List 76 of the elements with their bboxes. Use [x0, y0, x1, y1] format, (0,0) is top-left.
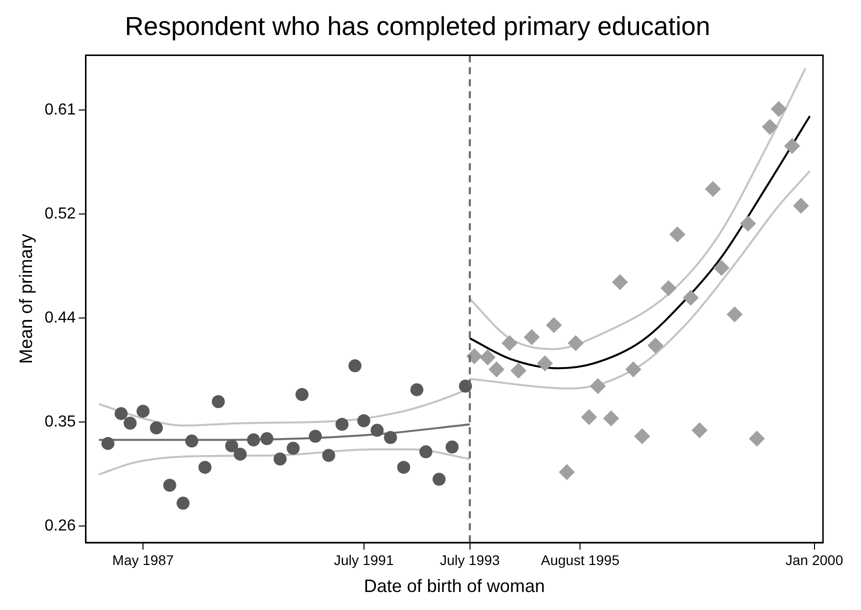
point — [114, 407, 128, 420]
point — [370, 424, 384, 437]
point — [466, 348, 482, 364]
point — [510, 362, 526, 379]
point — [410, 383, 424, 396]
point — [603, 410, 620, 426]
point — [397, 460, 410, 474]
y-axis-title: Mean of primary — [16, 234, 36, 364]
point — [322, 448, 336, 462]
x-tick-label: July 1993 — [440, 552, 500, 568]
point — [704, 180, 721, 197]
point — [524, 329, 540, 346]
point — [446, 440, 459, 454]
point — [274, 452, 287, 466]
point — [581, 409, 598, 426]
point — [762, 118, 778, 135]
point — [101, 436, 114, 450]
point — [546, 317, 562, 334]
point — [419, 445, 432, 458]
line-series — [468, 67, 806, 350]
point — [136, 404, 150, 418]
point — [185, 434, 198, 448]
point — [432, 472, 446, 486]
point — [558, 464, 575, 480]
point — [124, 416, 137, 430]
point — [536, 355, 553, 372]
y-tick-label: 0.52 — [44, 205, 76, 222]
point — [234, 448, 247, 461]
x-tick-label: Jan 2000 — [785, 552, 844, 568]
x-axis-title: Date of birth of woman — [364, 576, 545, 596]
y-tick-label: 0.61 — [44, 102, 76, 119]
point — [625, 361, 642, 378]
point — [260, 432, 274, 446]
y-tick-label: 0.44 — [44, 309, 76, 326]
point — [784, 138, 800, 154]
point — [212, 395, 225, 408]
point — [357, 414, 370, 428]
point — [682, 290, 699, 306]
point — [225, 439, 238, 452]
x-tick-label: August 1995 — [540, 552, 620, 568]
point — [286, 442, 300, 455]
point — [692, 422, 708, 438]
point — [247, 433, 260, 446]
point — [740, 216, 756, 232]
point — [296, 388, 308, 401]
y-tick-label: 0.35 — [44, 413, 76, 430]
point — [176, 496, 190, 510]
point — [792, 198, 809, 214]
chart-title: Respondent who has completed primary education — [124, 10, 710, 41]
point — [770, 100, 787, 117]
point — [458, 380, 472, 393]
point — [336, 418, 349, 431]
point — [568, 335, 584, 352]
point — [713, 260, 730, 276]
point — [150, 421, 163, 434]
point — [669, 226, 686, 242]
point — [480, 349, 496, 366]
point — [198, 460, 212, 474]
point — [590, 378, 606, 394]
point — [748, 430, 765, 447]
x-tick-label: May 1987 — [112, 552, 174, 568]
point — [660, 280, 677, 296]
y-tick-label: 0.26 — [44, 517, 76, 534]
point — [488, 361, 505, 378]
point — [384, 430, 397, 444]
point — [647, 337, 664, 354]
point — [634, 428, 650, 444]
point — [348, 359, 362, 372]
point — [502, 335, 518, 352]
line-series — [98, 448, 471, 476]
point — [163, 478, 176, 492]
point — [726, 306, 743, 322]
x-tick-label: July 1991 — [334, 552, 394, 568]
point — [612, 274, 628, 290]
line-series — [468, 115, 811, 370]
point — [308, 430, 322, 443]
